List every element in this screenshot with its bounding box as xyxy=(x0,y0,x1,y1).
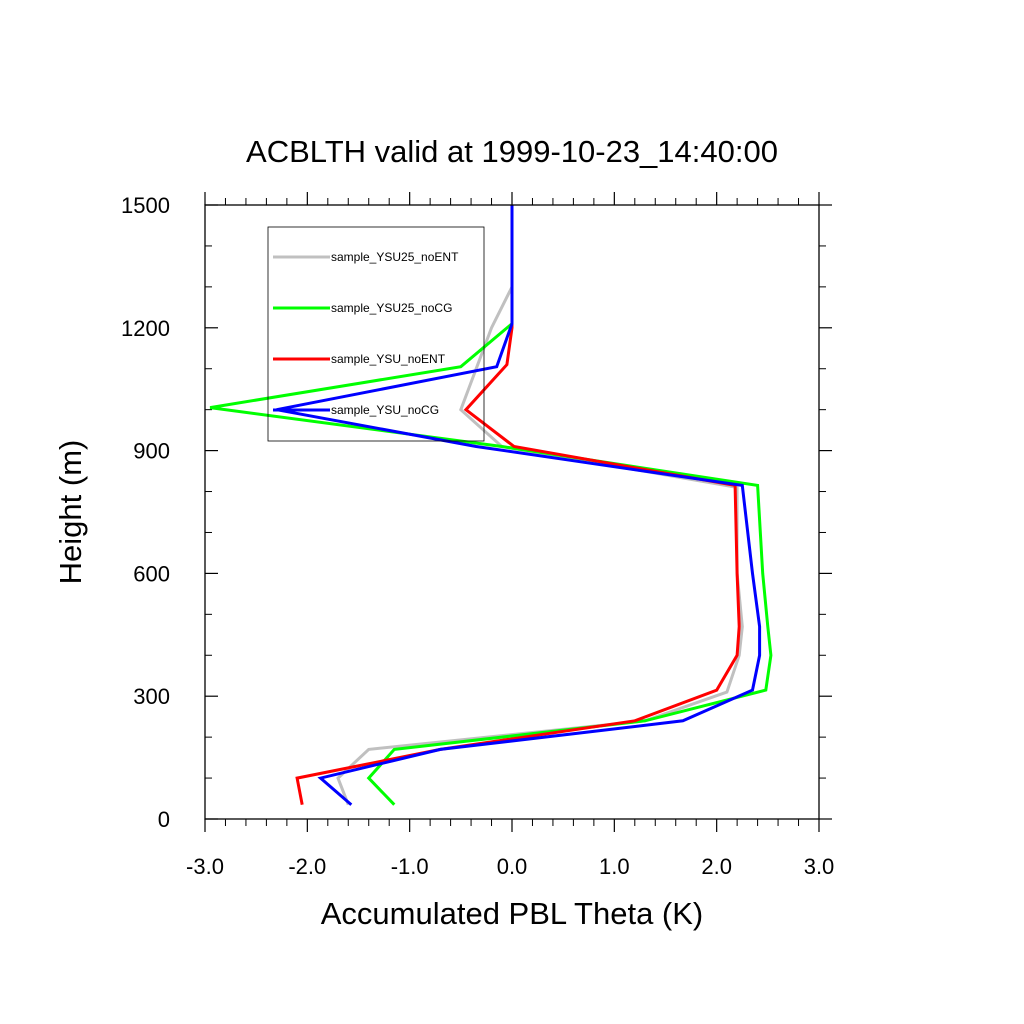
legend-label: sample_YSU_noCG xyxy=(331,403,439,417)
x-tick-label: 0.0 xyxy=(497,854,528,879)
series-line-sample_YSU_noCG xyxy=(276,205,762,806)
y-tick-label: 1200 xyxy=(121,316,170,341)
x-tick-label: -2.0 xyxy=(288,854,326,879)
x-tick-label: 1.0 xyxy=(599,854,630,879)
legend: sample_YSU25_noENT sample_YSU25_noCGsampl… xyxy=(267,226,485,442)
legend-label: sample_YSU25_noENT xyxy=(331,250,459,264)
legend-box xyxy=(267,226,485,442)
y-tick-label: 900 xyxy=(133,439,170,464)
x-tick-label: 2.0 xyxy=(701,854,732,879)
ticks-layer xyxy=(204,192,832,832)
x-tick-label: -1.0 xyxy=(391,854,429,879)
y-axis-label: Height (m) xyxy=(53,440,88,585)
y-tick-label: 0 xyxy=(158,807,170,832)
y-tick-label: 1500 xyxy=(121,193,170,218)
x-tick-label: 3.0 xyxy=(804,854,835,879)
legend-label: sample_YSU25_noCG xyxy=(331,301,452,315)
series-layer xyxy=(209,205,773,806)
chart-title: ACBLTH valid at 1999-10-23_14:40:00 xyxy=(246,134,778,169)
y-tick-label: 300 xyxy=(133,684,170,709)
x-axis-label: Accumulated PBL Theta (K) xyxy=(321,896,704,931)
y-tick-label: 600 xyxy=(133,561,170,586)
tick-labels-layer: -3.0 -2.0 -1.0 0.0 1.0 2.0 3.0 0 300 600 900 1200 15… xyxy=(121,193,834,879)
legend-label: sample_YSU_noENT xyxy=(331,352,446,366)
series-line-sample_YSU25_noENT xyxy=(336,205,744,806)
x-tick-label: -3.0 xyxy=(186,854,224,879)
series-line-sample_YSU25_noCG xyxy=(209,205,773,806)
plot-frame xyxy=(204,204,820,820)
